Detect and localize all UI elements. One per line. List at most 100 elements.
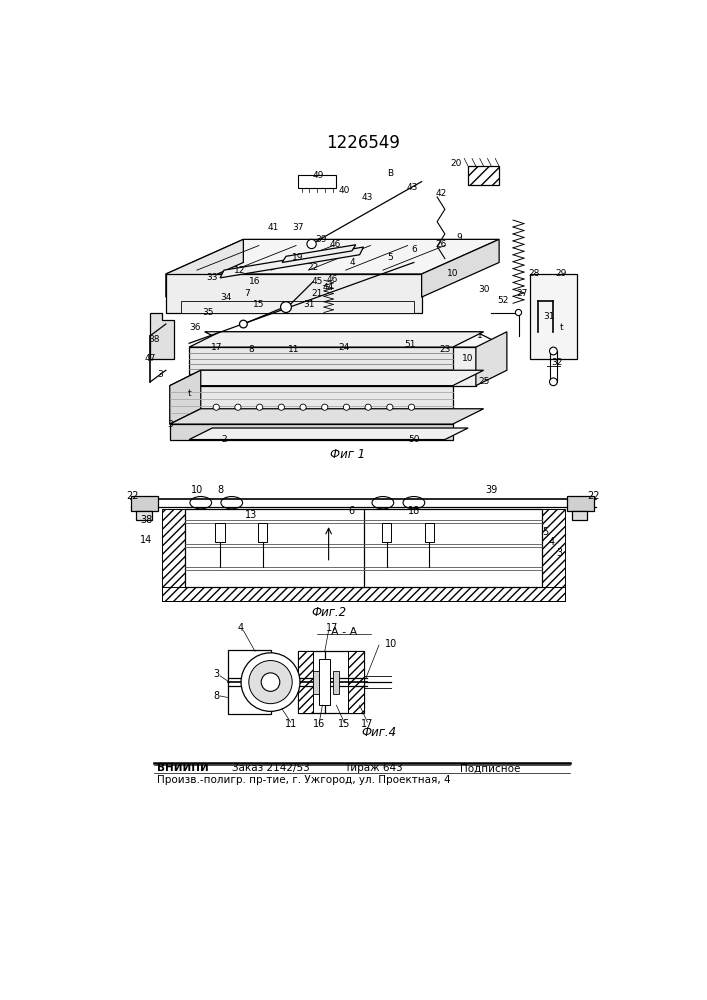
Text: 47: 47	[145, 354, 156, 363]
Bar	[298, 651, 363, 713]
Text: 38: 38	[148, 335, 160, 344]
Ellipse shape	[403, 497, 425, 509]
Circle shape	[409, 404, 414, 410]
Text: Фиг.4: Фиг.4	[361, 726, 397, 739]
Bar	[542, 509, 565, 601]
Text: 37: 37	[292, 223, 303, 232]
Polygon shape	[530, 274, 577, 359]
Text: 35: 35	[203, 308, 214, 317]
Text: 3: 3	[158, 370, 163, 379]
Text: ВНИИПИ: ВНИИПИ	[156, 763, 209, 773]
Circle shape	[240, 320, 247, 328]
Polygon shape	[204, 347, 476, 386]
Text: 5: 5	[542, 527, 549, 537]
Polygon shape	[182, 301, 414, 312]
Polygon shape	[170, 370, 201, 424]
Polygon shape	[170, 409, 484, 424]
Text: 4: 4	[349, 258, 355, 267]
Text: Заказ 2142/53: Заказ 2142/53	[232, 763, 310, 773]
Text: 8: 8	[248, 345, 254, 354]
Text: Подписное: Подписное	[460, 763, 521, 773]
Text: 39: 39	[485, 485, 498, 495]
Text: 21: 21	[311, 289, 322, 298]
Text: Произв.-полигр. пр-тие, г. Ужгород, ул. Проектная, 4: Произв.-полигр. пр-тие, г. Ужгород, ул. …	[156, 775, 450, 785]
Polygon shape	[204, 332, 507, 347]
Text: 12: 12	[234, 266, 245, 275]
Circle shape	[300, 404, 306, 410]
Text: t: t	[559, 323, 563, 332]
Bar	[332, 671, 339, 694]
Circle shape	[549, 378, 557, 386]
Circle shape	[281, 302, 291, 312]
Polygon shape	[189, 332, 484, 347]
Polygon shape	[151, 312, 174, 359]
Polygon shape	[189, 347, 452, 374]
Bar	[382, 523, 392, 542]
Text: 18: 18	[408, 506, 420, 516]
Text: A - A: A - A	[331, 627, 357, 637]
Text: 26: 26	[436, 240, 447, 249]
Text: 34: 34	[221, 293, 232, 302]
Bar	[228, 650, 271, 714]
Circle shape	[261, 673, 280, 691]
Bar	[425, 523, 434, 542]
Bar	[566, 496, 594, 511]
Text: Тираж 643: Тираж 643	[344, 763, 403, 773]
Text: 24: 24	[339, 343, 350, 352]
Text: 17: 17	[361, 719, 373, 729]
Ellipse shape	[221, 497, 243, 509]
Circle shape	[549, 347, 557, 355]
Polygon shape	[166, 274, 421, 312]
Text: 13: 13	[245, 510, 257, 520]
Text: 23: 23	[439, 345, 450, 354]
Text: 6: 6	[411, 245, 416, 254]
Text: 39: 39	[315, 235, 327, 244]
Bar	[313, 671, 320, 694]
Polygon shape	[166, 239, 243, 297]
Text: 38: 38	[141, 515, 153, 525]
Text: 10: 10	[447, 269, 458, 278]
Text: 31: 31	[303, 300, 315, 309]
Text: 22: 22	[308, 263, 319, 272]
Text: 36: 36	[189, 323, 201, 332]
Polygon shape	[220, 247, 363, 278]
Text: Фиг 1: Фиг 1	[330, 448, 366, 461]
Circle shape	[387, 404, 393, 410]
Bar	[162, 587, 565, 601]
Text: 31: 31	[544, 312, 555, 321]
Polygon shape	[170, 386, 452, 424]
Text: 8: 8	[217, 485, 223, 495]
Text: 16: 16	[313, 719, 325, 729]
Circle shape	[307, 239, 316, 249]
Text: 51: 51	[404, 340, 416, 349]
Polygon shape	[421, 239, 499, 297]
Text: 30: 30	[478, 285, 489, 294]
Text: 3: 3	[214, 669, 219, 679]
Text: 4: 4	[238, 623, 243, 633]
Ellipse shape	[190, 497, 211, 509]
Bar	[572, 511, 588, 520]
Text: 41: 41	[267, 223, 279, 232]
Circle shape	[322, 404, 328, 410]
Bar	[216, 523, 225, 542]
Text: Фиг.2: Фиг.2	[311, 606, 346, 619]
Bar	[185, 509, 542, 587]
Text: 17: 17	[327, 623, 339, 633]
Text: 43: 43	[407, 183, 418, 192]
Circle shape	[257, 404, 263, 410]
Text: 4: 4	[549, 537, 555, 547]
Bar	[298, 175, 337, 188]
Text: 3: 3	[556, 548, 563, 558]
Text: 49: 49	[313, 171, 325, 180]
Text: 1: 1	[477, 331, 483, 340]
Text: 10: 10	[191, 485, 203, 495]
Text: 6: 6	[349, 506, 355, 516]
Text: 44: 44	[323, 283, 334, 292]
Text: 10: 10	[462, 354, 474, 363]
Text: 7: 7	[245, 289, 250, 298]
Bar	[162, 509, 185, 601]
Text: 52: 52	[497, 296, 509, 305]
Text: 50: 50	[408, 435, 420, 444]
Text: 17: 17	[211, 343, 222, 352]
Bar	[298, 651, 313, 713]
